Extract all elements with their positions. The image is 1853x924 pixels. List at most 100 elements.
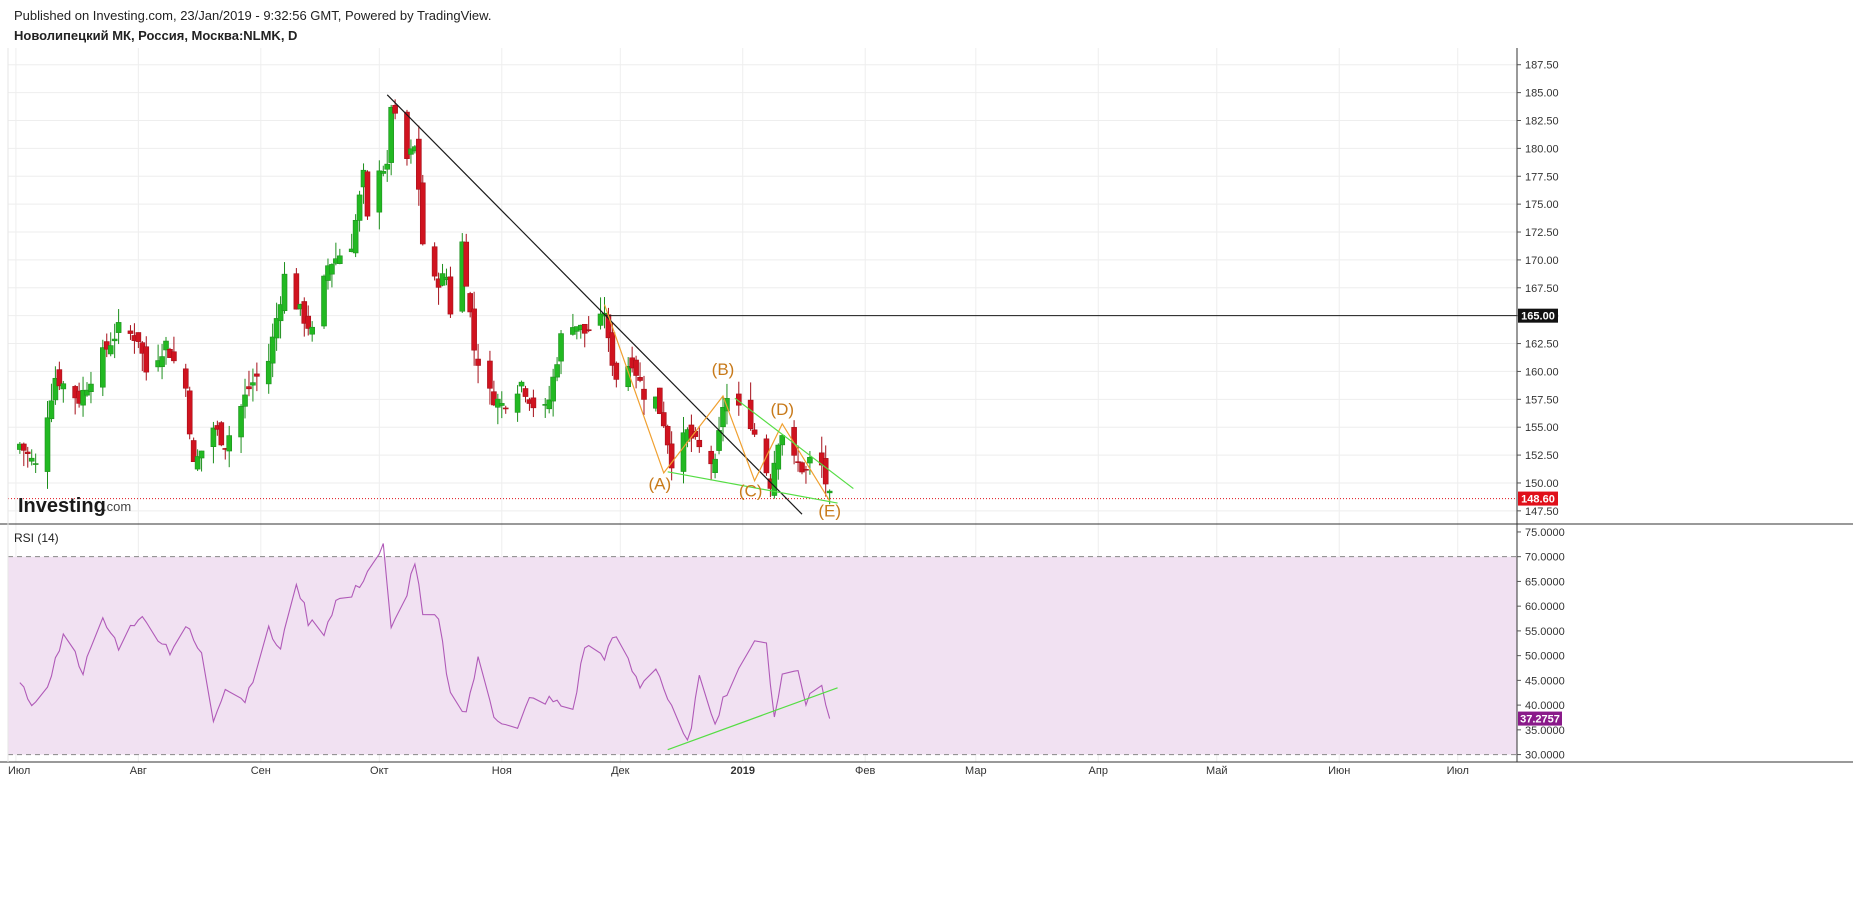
candle bbox=[771, 450, 778, 499]
candle bbox=[52, 366, 59, 405]
instrument-title: Новолипецкий МК, Россия, Москва:NLMK, D bbox=[14, 28, 298, 43]
candle bbox=[60, 380, 67, 403]
rsi-tick-label: 65.0000 bbox=[1525, 576, 1565, 588]
candle bbox=[696, 426, 703, 453]
candle bbox=[21, 442, 27, 467]
candle bbox=[597, 297, 604, 330]
candle bbox=[463, 233, 470, 287]
candle bbox=[522, 385, 529, 403]
x-tick-label: Июн bbox=[1328, 765, 1350, 777]
rsi-tick-label: 45.0000 bbox=[1525, 675, 1565, 687]
candle bbox=[822, 445, 829, 497]
candle bbox=[404, 109, 410, 166]
y-tick-label: 170.00 bbox=[1525, 255, 1559, 267]
candle bbox=[281, 262, 288, 314]
wave-label: (D) bbox=[770, 400, 794, 419]
candle bbox=[491, 380, 497, 407]
candle bbox=[364, 170, 371, 220]
candle bbox=[44, 400, 51, 489]
down-trendline bbox=[386, 94, 803, 515]
x-tick-label: Окт bbox=[370, 765, 389, 777]
x-tick-label: Июл bbox=[1447, 765, 1469, 777]
candle bbox=[609, 322, 616, 376]
candle bbox=[581, 323, 588, 348]
y-tick-label: 175.00 bbox=[1525, 199, 1559, 211]
x-tick-label: Мар bbox=[965, 765, 987, 777]
candle bbox=[48, 383, 55, 423]
y-tick-label: 185.00 bbox=[1525, 88, 1559, 100]
candle bbox=[775, 443, 782, 480]
candle bbox=[56, 361, 63, 391]
candle bbox=[194, 449, 201, 472]
y-tick-label: 167.50 bbox=[1525, 283, 1559, 295]
candle bbox=[182, 363, 189, 397]
candle bbox=[656, 387, 663, 415]
candle bbox=[254, 362, 260, 392]
candle bbox=[625, 357, 631, 391]
candle bbox=[210, 421, 217, 464]
x-tick-label: Апр bbox=[1089, 765, 1108, 777]
candle bbox=[447, 266, 454, 318]
candle bbox=[265, 343, 272, 394]
axis-tags: 165.00 148.60 37.2757 bbox=[1518, 308, 1562, 726]
candle bbox=[514, 385, 521, 422]
candle bbox=[471, 291, 477, 366]
candle bbox=[799, 461, 805, 475]
candle bbox=[467, 291, 473, 318]
candle bbox=[498, 391, 505, 419]
y-tick-label: 180.00 bbox=[1525, 143, 1559, 155]
svg-text:148.60: 148.60 bbox=[1521, 494, 1555, 506]
wave-label: (E) bbox=[818, 501, 841, 520]
x-tick-label: Июл bbox=[8, 765, 30, 777]
candle bbox=[301, 297, 308, 337]
y-tick-label: 162.50 bbox=[1525, 339, 1559, 351]
candle bbox=[431, 242, 438, 281]
wave-label: (B) bbox=[712, 360, 735, 379]
candle bbox=[321, 274, 327, 329]
rsi-value-tag: 37.2757 bbox=[1518, 711, 1562, 726]
y-tick-label: 172.50 bbox=[1525, 227, 1559, 239]
candle bbox=[751, 423, 758, 438]
rsi-series bbox=[19, 543, 838, 751]
candle bbox=[487, 350, 493, 405]
x-tick-label: Дек bbox=[611, 765, 630, 777]
candle bbox=[546, 385, 552, 414]
candle bbox=[779, 434, 786, 456]
y-tick-label: 160.00 bbox=[1525, 366, 1559, 378]
rsi-axis: 30.0000 35.0000 40.0000 45.0000 50.0000 55.00… bbox=[1517, 527, 1565, 762]
candle bbox=[419, 174, 426, 246]
candle bbox=[747, 382, 754, 431]
y-tick-label: 187.50 bbox=[1525, 60, 1559, 72]
rsi-title: RSI (14) bbox=[14, 531, 59, 545]
candle bbox=[416, 125, 422, 206]
candle bbox=[502, 405, 509, 414]
candle bbox=[530, 389, 537, 418]
candle bbox=[664, 424, 671, 454]
candle bbox=[250, 368, 256, 402]
candle bbox=[190, 437, 197, 462]
elliott-wave-path bbox=[603, 304, 831, 502]
wave-label: (C) bbox=[739, 481, 763, 500]
candle bbox=[356, 190, 363, 232]
candle bbox=[558, 330, 564, 375]
candle bbox=[24, 446, 31, 468]
x-tick-label: 2019 bbox=[731, 765, 755, 777]
rsi-tick-label: 40.0000 bbox=[1525, 700, 1565, 712]
candle bbox=[242, 378, 248, 419]
candle bbox=[708, 445, 714, 481]
candle bbox=[159, 343, 165, 380]
candle bbox=[107, 332, 114, 357]
candle bbox=[143, 336, 150, 381]
candle bbox=[641, 375, 647, 415]
candle bbox=[585, 316, 592, 333]
candle bbox=[570, 313, 576, 336]
y-tick-label: 152.50 bbox=[1525, 450, 1559, 462]
rsi-tick-label: 35.0000 bbox=[1525, 725, 1565, 737]
x-tick-label: Сен bbox=[251, 765, 271, 777]
candle bbox=[380, 165, 387, 177]
triangle-lower-line bbox=[667, 471, 838, 504]
candle bbox=[163, 336, 169, 365]
candle bbox=[337, 248, 343, 265]
candle bbox=[246, 370, 252, 397]
